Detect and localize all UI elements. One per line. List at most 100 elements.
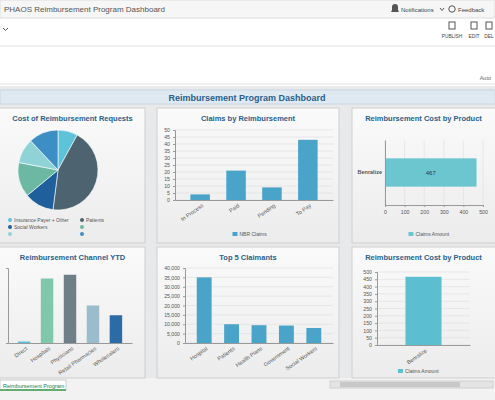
bell-icon	[391, 4, 399, 12]
panel-background	[352, 247, 495, 378]
grid-line	[175, 137, 333, 138]
tick: 0	[167, 197, 175, 203]
tick: Benralize	[358, 169, 385, 175]
tick-label: In Process	[180, 202, 205, 222]
dashboard: PHAOS Reimbursement Program DashboardNot…	[0, 0, 495, 400]
tick: 35,000	[164, 275, 185, 281]
legend-item	[80, 232, 84, 236]
tick-label: To Pay	[295, 202, 312, 217]
tick-label: 20	[164, 169, 170, 175]
tick: 45	[164, 134, 175, 140]
tick-mark	[483, 205, 484, 207]
tick-label: 400	[363, 284, 372, 290]
separator	[0, 46, 495, 47]
tick: 5	[167, 190, 175, 196]
grid-line	[483, 140, 484, 205]
tick-mark	[183, 343, 185, 344]
action-button[interactable]: PUBLISH	[442, 34, 463, 39]
tick-mark	[173, 179, 175, 180]
tick: To Pay	[295, 200, 312, 217]
legend: NBR Claims	[233, 231, 268, 237]
bar	[197, 277, 212, 343]
tick-mark	[173, 137, 175, 138]
tab-bar	[0, 378, 495, 400]
tick: 30	[164, 155, 175, 161]
chart-title: Reimbursement Channel YTD	[20, 253, 126, 262]
tick: Patients	[216, 343, 236, 362]
bars	[190, 140, 317, 200]
legend-item: Insurance Payer + Other	[8, 217, 69, 223]
tick-mark	[173, 186, 175, 187]
legend-label: Social Workers	[14, 224, 48, 230]
tick: 50	[366, 335, 377, 341]
tick-label: 500	[363, 269, 372, 275]
tick-mark	[173, 130, 175, 131]
tick-mark	[375, 330, 377, 331]
tick-label: 45	[164, 134, 170, 140]
tick-label: 500	[479, 209, 488, 215]
tick-mark	[424, 205, 425, 207]
tick-mark	[375, 309, 377, 310]
tick-mark	[375, 279, 377, 280]
tick-label: 450	[363, 276, 372, 282]
tick-label: Paid	[228, 202, 240, 213]
tick: Health Plans	[234, 343, 263, 368]
tick-label: 15	[164, 176, 170, 182]
chart-title: Cost of Reimbursement Requests	[12, 114, 132, 123]
tick-label: 300	[440, 209, 449, 215]
chart-panel: Claims by Reimbursement05101520253035404…	[157, 108, 339, 243]
tick-label: 0	[167, 197, 170, 203]
axis-line	[176, 200, 334, 201]
tick: 500	[479, 205, 488, 215]
data-labels: 467	[426, 170, 437, 176]
dashboard-title-bar	[0, 90, 495, 104]
tick: Direct	[13, 343, 29, 359]
tick-label: 50	[164, 127, 170, 133]
auto-refresh[interactable]: Auto	[480, 75, 491, 81]
dashboard-title: Reimbursement Program Dashboard	[168, 93, 325, 103]
tick: 0	[177, 340, 185, 346]
tick: 350	[363, 291, 377, 297]
tick-label: 250	[363, 306, 372, 312]
chart-title: Claims by Reimbursement	[201, 114, 296, 123]
tick: 25,000	[164, 293, 185, 299]
tick: 100	[363, 328, 377, 334]
notifications[interactable]: Notifications	[401, 7, 434, 13]
tick: 20,000	[164, 303, 185, 309]
panel-background	[352, 108, 495, 243]
bar	[64, 275, 76, 343]
tick-mark	[463, 205, 464, 207]
y-axis: 05101520253035404550	[164, 127, 175, 203]
chart-title: Top 5 Claimants	[219, 253, 276, 262]
feedback[interactable]: Feedback	[458, 7, 485, 13]
tick-mark	[183, 306, 185, 307]
action-button[interactable]: EDIT	[469, 34, 480, 39]
legend-label: Insurance Payer + Other	[14, 217, 69, 223]
feedback-icon	[449, 6, 455, 12]
tick: 10,000	[164, 321, 185, 327]
tab-label[interactable]: Reimbursement Program	[3, 383, 65, 389]
action-button[interactable]: DEL	[484, 34, 494, 39]
tick-label: 100	[363, 328, 372, 334]
tick-mark	[375, 316, 377, 317]
tick-mark	[183, 287, 185, 288]
tick-label: 30	[164, 155, 170, 161]
tick-label: 25	[164, 162, 170, 168]
axis-line	[385, 141, 386, 206]
bar	[224, 324, 239, 343]
x-axis: HospitalPatientsHealth PlansGovernmentSo…	[186, 343, 334, 371]
tick-label: 0	[369, 342, 372, 348]
axis-line	[173, 131, 176, 201]
tick-label: Social Workers	[284, 345, 318, 371]
tick-label: 200	[363, 313, 372, 319]
tick-label: 50	[366, 335, 372, 341]
action-icon	[486, 22, 492, 29]
tick: 450	[363, 276, 377, 282]
tick-label: 40,000	[164, 265, 180, 271]
axis-line	[183, 269, 186, 344]
legend-item: Social Workers	[8, 224, 48, 230]
tick: 15	[164, 176, 175, 182]
bar	[18, 342, 30, 344]
tick-label: 10	[164, 183, 170, 189]
legend-swatch	[398, 369, 403, 373]
